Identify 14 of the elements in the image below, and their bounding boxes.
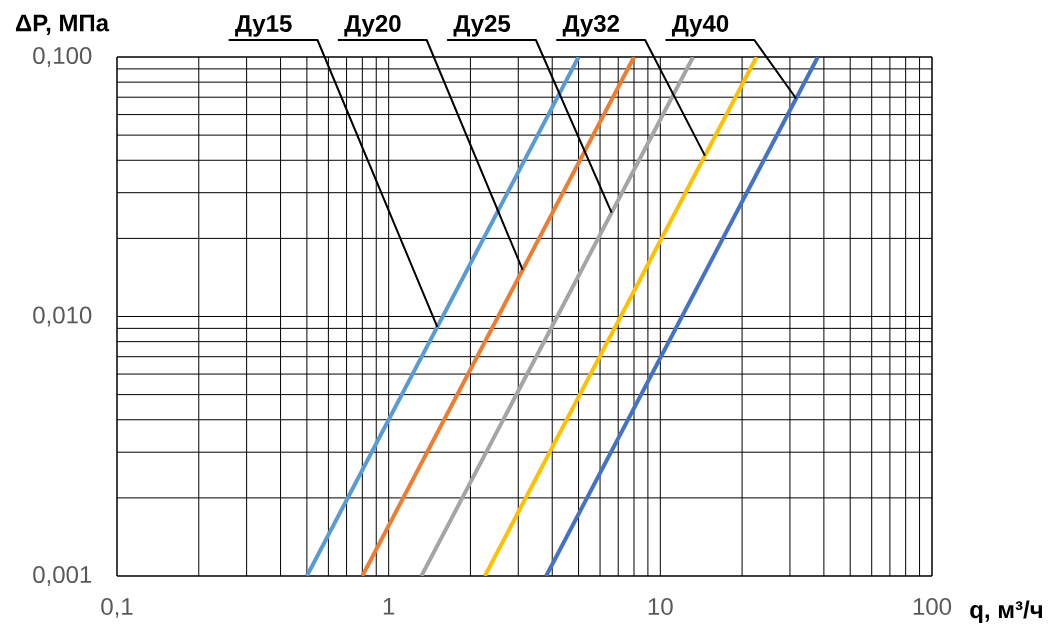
text: Ду20 (344, 14, 401, 37)
text: Ду15 (235, 15, 292, 37)
text: Ду40 (671, 14, 729, 37)
x-tick-label: 100 (913, 598, 952, 616)
x-tick-label: 10 (648, 598, 673, 616)
x-tick-label: 0,1 (101, 598, 133, 618)
x-axis-title: q, м³/ч (970, 600, 1042, 623)
y-tick-label: 0,100 (33, 47, 92, 67)
text: Ду25 (453, 14, 511, 37)
y-tick-label: 0,010 (33, 306, 92, 327)
text: Ду32 (562, 14, 619, 37)
x-tick-label: 1 (383, 598, 395, 615)
y-axis-title: ΔP, МПа (15, 14, 110, 35)
y-tick-label: 0,001 (33, 566, 92, 586)
